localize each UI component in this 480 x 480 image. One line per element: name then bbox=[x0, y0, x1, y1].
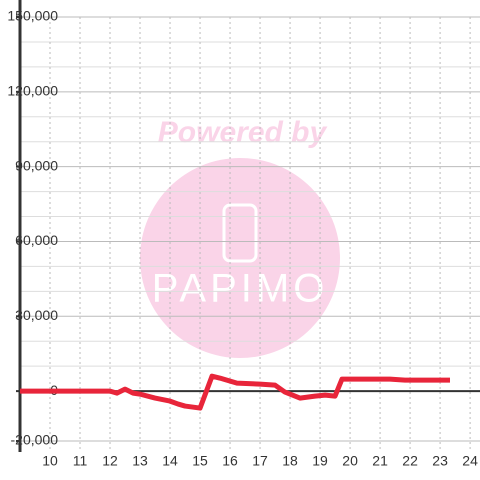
x-tick-label: 20 bbox=[342, 453, 358, 469]
x-tick-label: 19 bbox=[312, 453, 328, 469]
x-tick-label: 10 bbox=[42, 453, 58, 469]
x-tick-label: 24 bbox=[462, 453, 478, 469]
plot: -20,000030,00060,00090,000120,000150,000… bbox=[7, 0, 480, 469]
x-tick-label: 13 bbox=[132, 453, 148, 469]
y-tick-label: -20,000 bbox=[11, 432, 59, 448]
x-tick-label: 22 bbox=[402, 453, 418, 469]
x-tick-label: 11 bbox=[73, 453, 88, 469]
x-tick-label: 21 bbox=[372, 453, 388, 469]
x-tick-label: 17 bbox=[252, 453, 268, 469]
watermark-logo: PAPIMO bbox=[152, 267, 329, 311]
x-tick-label: 12 bbox=[102, 453, 118, 469]
y-tick-label: 90,000 bbox=[15, 157, 58, 173]
y-tick-label: 30,000 bbox=[15, 307, 58, 323]
watermark-top: Powered by bbox=[158, 116, 328, 149]
y-tick-label: 150,000 bbox=[7, 8, 58, 24]
x-tick-label: 15 bbox=[192, 453, 208, 469]
x-tick-label: 23 bbox=[432, 453, 448, 469]
x-tick-label: 16 bbox=[222, 453, 238, 469]
y-tick-label: 120,000 bbox=[7, 83, 58, 99]
x-tick-label: 18 bbox=[282, 453, 298, 469]
y-tick-label: 60,000 bbox=[15, 232, 58, 248]
x-tick-label: 14 bbox=[162, 453, 178, 469]
watermark-phone bbox=[222, 203, 258, 263]
series-line bbox=[20, 373, 450, 411]
